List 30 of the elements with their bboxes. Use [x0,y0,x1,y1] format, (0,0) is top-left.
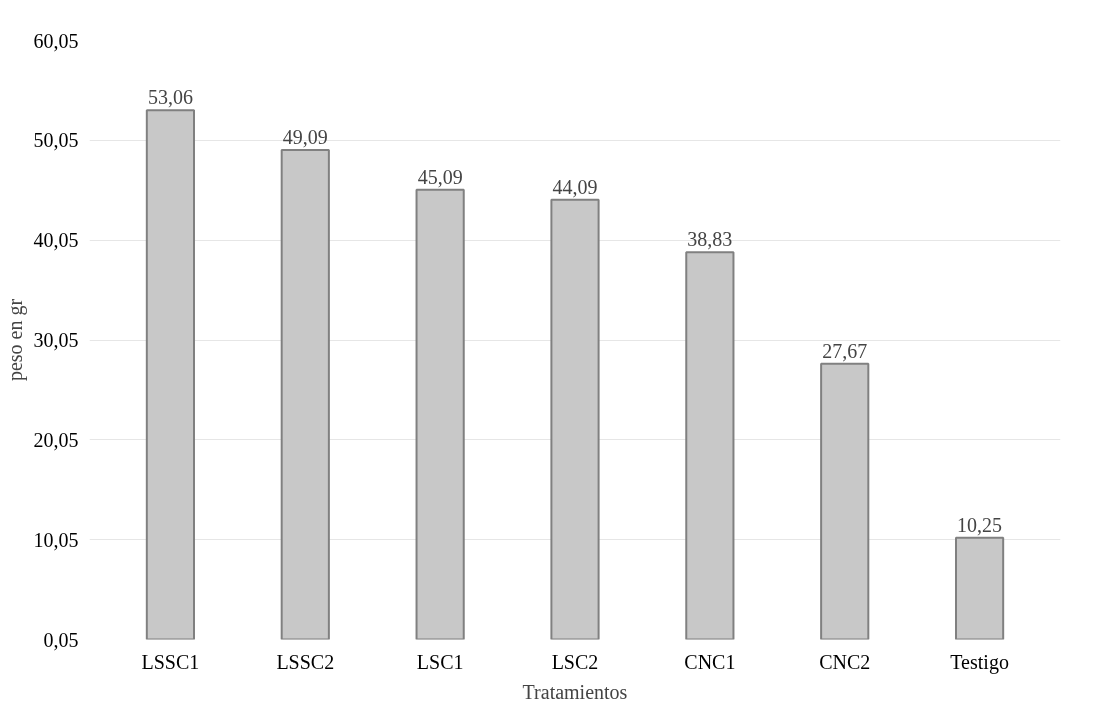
bar [685,251,735,640]
bar [145,109,196,640]
bar [954,536,1005,640]
x-tick-label: CNC1 [684,650,736,673]
x-tick-label: LSC1 [416,650,464,673]
bar [415,188,465,640]
y-tick-label: 20,05 [33,428,79,451]
data-label: 45,09 [417,165,463,188]
y-tick-label: 40,05 [33,229,79,252]
data-label: 38,83 [687,228,733,251]
bar [550,198,600,640]
x-tick-label: LSSC1 [141,650,200,673]
data-label: 49,09 [282,125,328,148]
y-tick-label: 50,05 [33,129,79,152]
y-tick-label: 0,05 [43,628,79,651]
x-tick-label: Testigo [950,650,1009,674]
y-tick-label: 30,05 [33,329,79,351]
bar [280,148,330,640]
y-axis-title: peso en gr [3,298,27,382]
bar [820,362,870,640]
x-tick-label: CNC2 [819,650,871,673]
data-label: 44,09 [552,175,598,198]
x-axis-title: Tratamientos [522,680,628,703]
x-tick-label: LSC2 [551,650,599,673]
data-label: 27,67 [822,339,868,362]
x-tick-label: LSSC2 [276,650,335,673]
y-tick-label: 60,05 [33,29,79,52]
data-label: 10,25 [957,513,1003,536]
data-label: 53,06 [147,86,193,109]
y-tick-label: 10,05 [33,528,79,551]
